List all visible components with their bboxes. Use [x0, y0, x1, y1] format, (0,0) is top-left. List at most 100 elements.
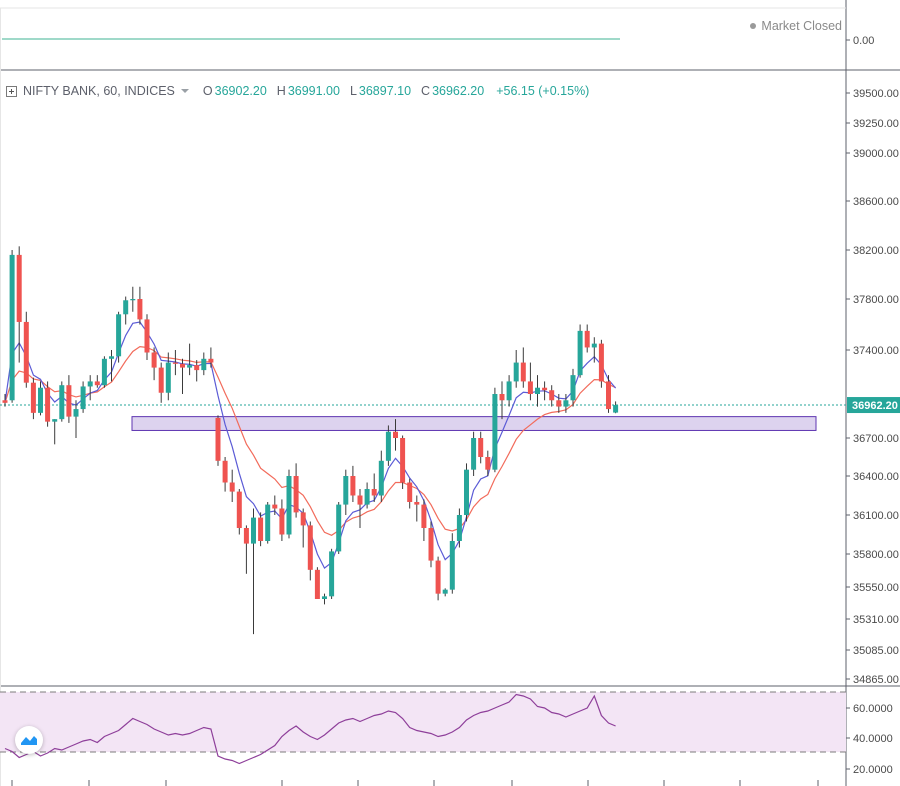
price-axis-label: 35310.00 [853, 614, 899, 626]
candle-body [542, 387, 548, 391]
open-key: O [202, 84, 213, 98]
candle-body [385, 431, 391, 461]
low-value: 36897.10 [358, 84, 412, 98]
candle-body [109, 356, 114, 359]
rsi-label-20: 20.0000 [853, 764, 893, 776]
candle-body [94, 381, 100, 386]
candle-body [414, 502, 420, 505]
candles [2, 246, 619, 635]
candle-body [265, 504, 271, 541]
price-axis-label: 35550.00 [853, 582, 899, 594]
price-axis-label: 36100.00 [853, 510, 899, 522]
low-key: L [349, 84, 357, 98]
candle-body [215, 417, 221, 461]
candle-body [606, 381, 611, 410]
candle-body [407, 482, 413, 502]
candle-body [393, 431, 398, 438]
candle-body [38, 387, 43, 413]
chevron-down-icon[interactable] [180, 89, 189, 93]
price-axis-label: 36400.00 [853, 471, 899, 483]
price-axis-label: 39500.00 [853, 88, 899, 100]
candle-body [535, 387, 540, 394]
symbol-legend[interactable]: NIFTY BANK, 60, INDICES O 36902.20 H 369… [6, 83, 589, 99]
candle-body [87, 381, 93, 387]
candle-body [165, 362, 171, 393]
candle-body [428, 528, 434, 561]
candle-body [400, 438, 406, 483]
candle-body [30, 382, 36, 413]
candle-body [130, 299, 136, 301]
candle-body [456, 515, 462, 541]
candle-body [300, 512, 306, 526]
candle-body [151, 352, 157, 368]
candle-body [350, 476, 356, 496]
tradingview-logo-icon[interactable] [15, 726, 43, 754]
high-value: 36991.00 [287, 84, 340, 98]
market-status-text: Market Closed [761, 19, 842, 33]
symbol-name[interactable]: NIFTY BANK, 60, INDICES [23, 84, 175, 98]
candle-body [201, 358, 207, 371]
candle-body [9, 254, 15, 401]
close-value: 36962.20 [432, 84, 485, 98]
candle-body [314, 569, 320, 599]
candle-body [23, 321, 29, 383]
last-price-badge [847, 397, 900, 414]
candle-body [80, 386, 86, 410]
candle-body [343, 476, 349, 505]
candle-body [66, 385, 72, 417]
candle-body [144, 319, 150, 353]
candle-body [59, 385, 65, 420]
price-axis-label: 37400.00 [853, 345, 899, 357]
price-axis-label: 38600.00 [853, 196, 899, 208]
candle-body [378, 460, 384, 496]
candle-body [322, 596, 327, 599]
candle-body [570, 375, 576, 401]
rsi-band [0, 692, 846, 752]
candle-body [336, 504, 342, 552]
open-value: 36902.20 [214, 84, 267, 98]
candle-body [194, 365, 200, 371]
price-axis-label: 37800.00 [853, 294, 899, 306]
support-zone[interactable] [131, 416, 817, 431]
candle-body [513, 362, 519, 382]
candle-body [307, 525, 313, 570]
price-axis-label: 38200.00 [853, 245, 899, 257]
ma-slow-line [4, 345, 616, 536]
close-key: C [421, 84, 431, 98]
candle-body [591, 343, 597, 348]
candle-body [258, 517, 264, 541]
price-axis-label: 34865.00 [853, 674, 899, 686]
candle-body [464, 469, 469, 515]
candle-body [329, 551, 335, 597]
candle-body [584, 330, 590, 348]
candle-body [435, 560, 441, 594]
price-axis-label: 39000.00 [853, 148, 899, 160]
candle-body [187, 365, 193, 368]
candle-body [527, 381, 533, 394]
candle-body [222, 460, 228, 483]
candle-body [357, 495, 363, 505]
candle-body [520, 362, 526, 382]
candle-body [243, 528, 249, 544]
time-axis-ticks [11, 780, 819, 786]
candle-body [442, 589, 448, 594]
candle-body [123, 300, 129, 315]
price-axis-label: 36700.00 [853, 433, 899, 445]
change-value: +56.15 (+0.15%) [496, 84, 590, 98]
plus-icon[interactable] [6, 85, 17, 97]
candle-body [45, 387, 51, 422]
candle-body [180, 363, 185, 368]
candle-body [137, 299, 143, 320]
candle-body [478, 438, 484, 457]
candle-body [364, 489, 370, 505]
candle-body [73, 409, 79, 417]
rsi-line [4, 693, 616, 765]
candle-body [492, 394, 498, 470]
status-dot-icon [750, 23, 757, 29]
candle-body [116, 314, 122, 357]
candle-body [229, 482, 235, 492]
candle-body [286, 476, 292, 535]
candle-body [577, 330, 583, 376]
candle-body [52, 419, 58, 422]
